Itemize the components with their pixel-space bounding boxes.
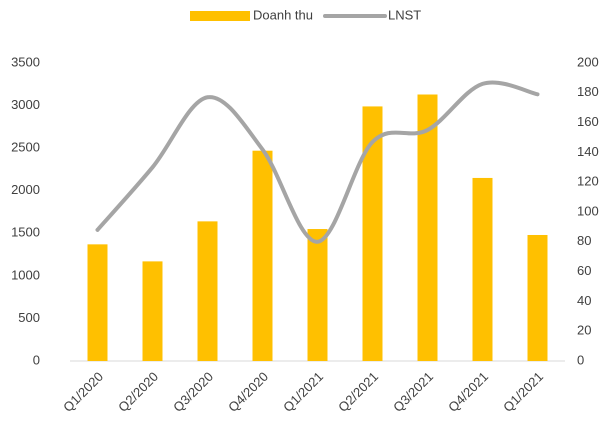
bar	[307, 229, 328, 361]
y2-tick-label: 180	[577, 84, 599, 99]
bar	[527, 234, 548, 361]
bar	[197, 221, 218, 361]
y2-tick-label: 200	[577, 54, 599, 69]
y-tick-label: 3500	[11, 54, 40, 69]
y-tick-label: 500	[18, 310, 40, 325]
x-tick-label: Q1/2021	[500, 369, 546, 415]
x-tick-label: Q3/2021	[390, 369, 436, 415]
y2-tick-label: 60	[577, 263, 591, 278]
y2-tick-label: 0	[577, 352, 584, 367]
bar	[252, 150, 273, 361]
y-tick-label: 2500	[11, 140, 40, 155]
y2-tick-label: 120	[577, 174, 599, 189]
y2-tick-label: 40	[577, 293, 591, 308]
y2-tick-label: 100	[577, 203, 599, 218]
y-tick-label: 0	[33, 352, 40, 367]
x-tick-label: Q1/2021	[280, 369, 326, 415]
legend-label: LNST	[388, 7, 421, 22]
bar	[87, 244, 108, 361]
legend-swatch	[190, 11, 250, 21]
y2-tick-label: 140	[577, 144, 599, 159]
x-tick-label: Q1/2020	[60, 369, 106, 415]
y2-tick-label: 20	[577, 323, 591, 338]
x-tick-label: Q4/2021	[445, 369, 491, 415]
y2-tick-label: 80	[577, 233, 591, 248]
y2-tick-label: 160	[577, 114, 599, 129]
y-tick-label: 1000	[11, 267, 40, 282]
bar	[417, 94, 438, 361]
legend-label: Doanh thu	[253, 7, 313, 22]
y-tick-label: 2000	[11, 182, 40, 197]
y-tick-label: 3000	[11, 97, 40, 112]
x-tick-label: Q2/2020	[115, 369, 161, 415]
x-tick-label: Q2/2021	[335, 369, 381, 415]
y-tick-label: 1500	[11, 225, 40, 240]
bar	[362, 106, 383, 362]
x-tick-label: Q3/2020	[170, 369, 216, 415]
line	[95, 80, 540, 244]
x-tick-label: Q4/2020	[225, 369, 271, 415]
bar	[142, 261, 163, 361]
bar	[472, 177, 493, 361]
